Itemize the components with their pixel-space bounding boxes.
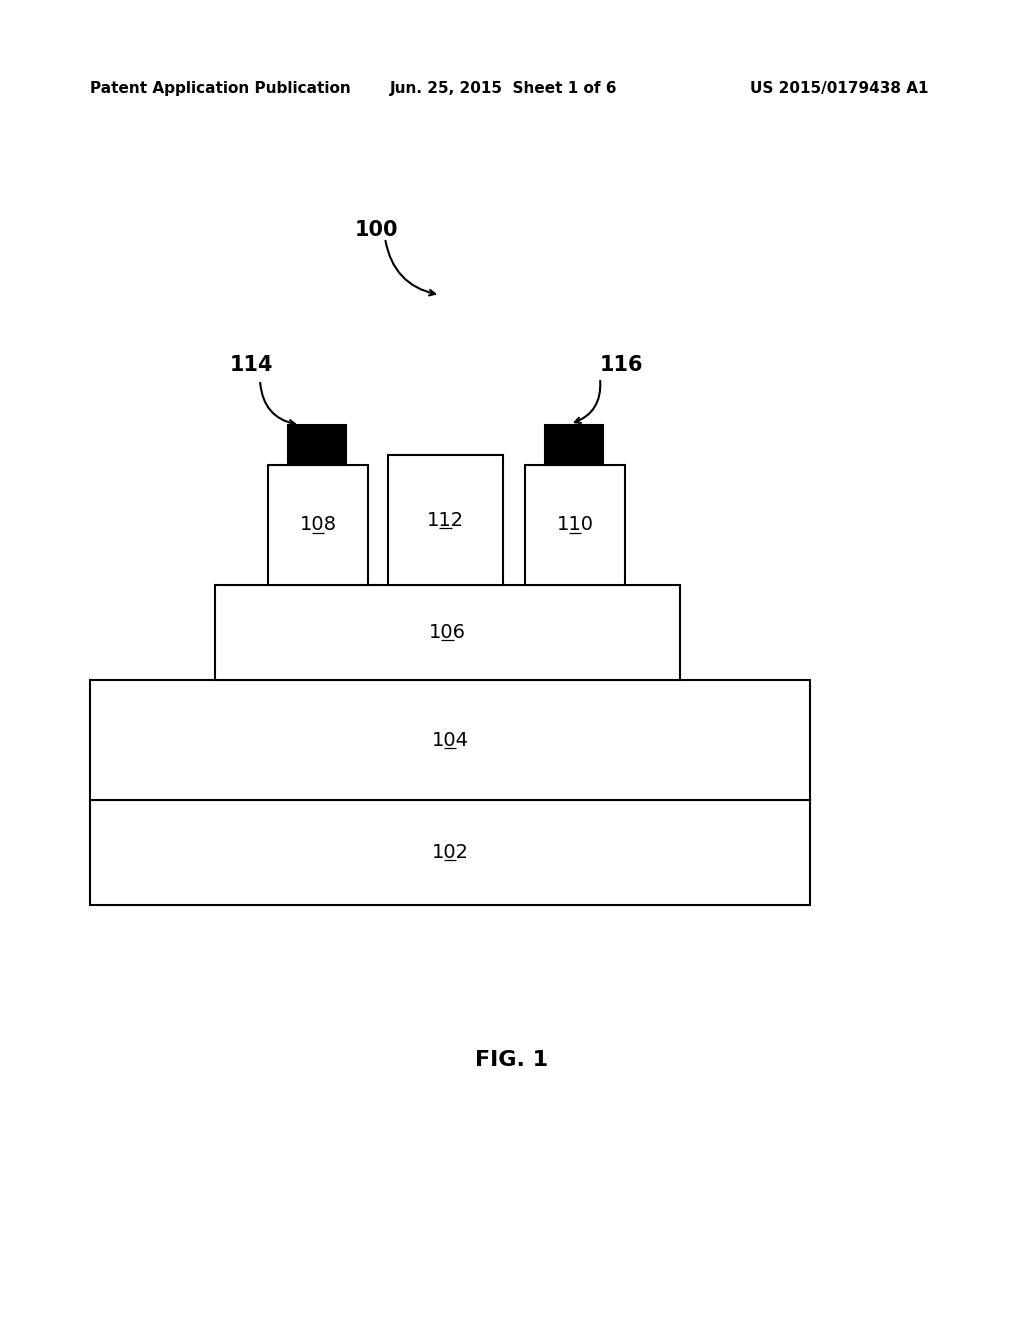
Text: 112: 112 (427, 511, 464, 529)
Bar (288, 425, 346, 465)
Bar (215, 585, 680, 680)
Bar (388, 455, 503, 585)
Bar (525, 465, 625, 585)
Text: US 2015/0179438 A1: US 2015/0179438 A1 (750, 81, 929, 95)
Text: 100: 100 (355, 220, 398, 240)
Text: 106: 106 (429, 623, 466, 642)
Text: 104: 104 (431, 730, 469, 750)
Text: 114: 114 (230, 355, 273, 375)
Text: 110: 110 (556, 516, 594, 535)
Text: Jun. 25, 2015  Sheet 1 of 6: Jun. 25, 2015 Sheet 1 of 6 (390, 81, 617, 95)
Bar (90, 800, 810, 906)
Bar (545, 425, 603, 465)
Text: FIG. 1: FIG. 1 (475, 1049, 549, 1071)
Bar (90, 680, 810, 800)
Text: 116: 116 (600, 355, 643, 375)
Bar (268, 465, 368, 585)
Text: 108: 108 (299, 516, 337, 535)
Text: 102: 102 (431, 843, 469, 862)
Text: Patent Application Publication: Patent Application Publication (90, 81, 351, 95)
